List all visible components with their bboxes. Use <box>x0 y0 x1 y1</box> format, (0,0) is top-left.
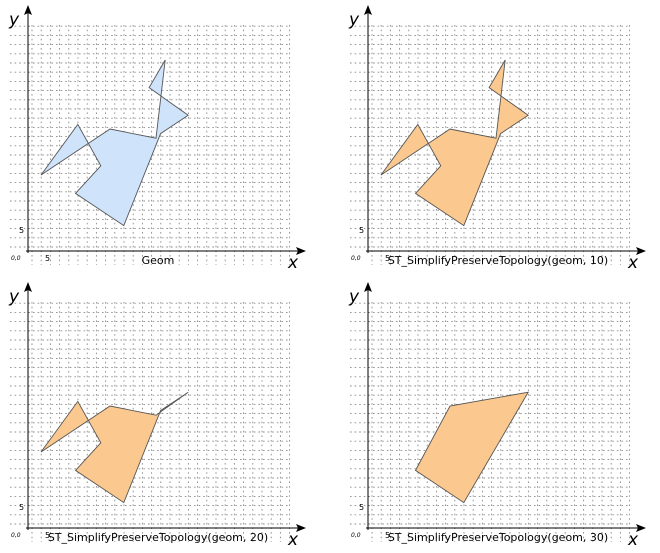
y-axis-arrow <box>364 282 372 292</box>
x-axis-arrow <box>636 247 646 255</box>
y-axis-arrow <box>24 5 32 15</box>
y-axis-label: y <box>8 287 20 307</box>
x-tick-label: 5 <box>45 531 50 540</box>
origin-label: 0,0 <box>351 532 361 539</box>
panel-simplify-30: x y 0,0 5 5 ST_SimplifyPreserveTopology(… <box>340 277 660 553</box>
y-axis-arrow <box>364 5 372 15</box>
panel-caption: ST_SimplifyPreserveTopology(geom, 10) <box>388 254 608 267</box>
panel-simplify-20: x y 0,0 5 5 ST_SimplifyPreserveTopology(… <box>0 277 320 553</box>
y-axis-label: y <box>348 10 360 30</box>
panel-caption: Geom <box>142 254 175 267</box>
x-tick-label: 5 <box>385 254 390 263</box>
y-axis-label: y <box>8 10 20 30</box>
polygon-simplify-20 <box>40 391 189 504</box>
panel-simplify-10: x y 0,0 5 5 ST_SimplifyPreserveTopology(… <box>340 0 660 276</box>
x-axis-label: x <box>287 253 299 273</box>
diagram-geom: x y 0,0 5 5 Geom <box>8 5 306 273</box>
y-tick-label: 5 <box>359 226 364 235</box>
panel-geom: x y 0,0 5 5 Geom <box>0 0 320 276</box>
polygon-simplify-30 <box>414 391 530 504</box>
y-tick-label: 5 <box>19 226 24 235</box>
panel-caption: ST_SimplifyPreserveTopology(geom, 20) <box>48 531 268 544</box>
x-axis-arrow <box>636 524 646 532</box>
y-axis-label: y <box>348 287 360 307</box>
origin-label: 0,0 <box>351 255 361 262</box>
diagram-simplify-30: x y 0,0 5 5 ST_SimplifyPreserveTopology(… <box>348 282 646 550</box>
origin-label: 0,0 <box>11 255 21 262</box>
diagram-simplify-10: x y 0,0 5 5 ST_SimplifyPreserveTopology(… <box>348 5 646 273</box>
panel-caption: ST_SimplifyPreserveTopology(geom, 30) <box>388 531 608 544</box>
x-tick-label: 5 <box>45 254 50 263</box>
origin-label: 0,0 <box>11 532 21 539</box>
diagram-simplify-20: x y 0,0 5 5 ST_SimplifyPreserveTopology(… <box>8 282 306 550</box>
x-axis-label: x <box>627 253 639 273</box>
polygon-simplify-10 <box>380 59 529 227</box>
y-tick-label: 5 <box>19 503 24 512</box>
polygon-geom <box>40 59 189 227</box>
x-axis-label: x <box>287 530 299 550</box>
x-axis-arrow <box>296 524 306 532</box>
x-tick-label: 5 <box>385 531 390 540</box>
x-axis-label: x <box>627 530 639 550</box>
y-tick-label: 5 <box>359 503 364 512</box>
y-axis-arrow <box>24 282 32 292</box>
x-axis-arrow <box>296 247 306 255</box>
